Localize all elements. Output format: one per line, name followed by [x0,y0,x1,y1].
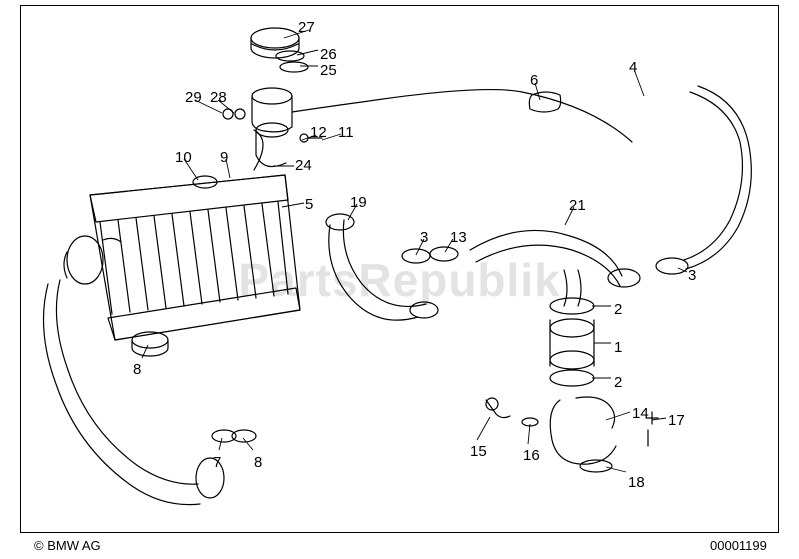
callout-17: 17 [668,413,685,428]
callout-28: 28 [210,90,227,105]
callout-29: 29 [185,90,202,105]
callout-5: 5 [305,197,313,212]
callout-11: 11 [338,125,354,140]
callout-3: 3 [688,268,696,283]
callout-27: 27 [298,20,315,35]
diagram-id: 00001199 [710,538,767,553]
callout-16: 16 [523,448,540,463]
copyright-text: © BMW AG [34,538,101,553]
callout-26: 26 [320,47,337,62]
callout-2: 2 [614,375,622,390]
callout-25: 25 [320,63,337,78]
callout-14: 14 [632,406,649,421]
callout-12: 12 [310,125,327,140]
callout-8: 8 [133,362,141,377]
callout-4: 4 [629,60,637,75]
callout-6: 6 [530,73,538,88]
callout-9: 9 [220,150,228,165]
callout-8: 8 [254,455,262,470]
callout-13: 13 [450,230,467,245]
callout-3: 3 [420,230,428,245]
callout-19: 19 [350,195,367,210]
callout-10: 10 [175,150,192,165]
callout-1: 1 [614,340,622,355]
callout-2: 2 [614,302,622,317]
callout-21: 21 [569,198,586,213]
callout-24: 24 [295,158,312,173]
callout-18: 18 [628,475,645,490]
leader-lines [0,0,799,559]
callout-7: 7 [213,455,221,470]
callout-15: 15 [470,444,487,459]
